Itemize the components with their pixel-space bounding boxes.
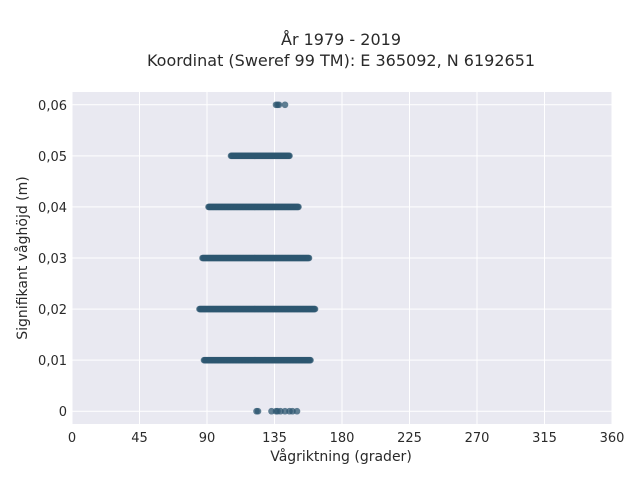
data-point <box>286 152 293 160</box>
x-tick-label: 135 <box>262 431 287 446</box>
x-tick-label: 270 <box>465 431 490 446</box>
x-tick-label: 360 <box>600 431 625 446</box>
data-point <box>293 407 301 415</box>
chart-title-line2: Koordinat (Sweref 99 TM): E 365092, N 61… <box>147 51 535 70</box>
chart-title-line1: År 1979 - 2019 <box>281 30 401 49</box>
x-tick-label: 315 <box>532 431 557 446</box>
data-point <box>311 305 319 313</box>
y-tick-label: 0 <box>59 405 67 420</box>
grid-lines <box>71 92 613 424</box>
data-point <box>254 407 262 415</box>
point-band <box>272 101 289 109</box>
data-point <box>281 101 289 109</box>
y-tick-label: 0,04 <box>38 201 67 216</box>
x-tick-label: 225 <box>397 431 422 446</box>
x-axis-ticks: 0 45 90 135 180 225 270 315 360 <box>68 431 625 446</box>
y-tick-label: 0,06 <box>38 99 67 114</box>
point-band <box>196 305 319 313</box>
data-point <box>275 101 283 109</box>
data-point <box>307 356 314 364</box>
point-band <box>227 152 293 160</box>
y-axis-ticks: 0 0,01 0,02 0,03 0,04 0,05 0,06 <box>38 99 67 420</box>
data-points <box>196 101 319 415</box>
y-tick-label: 0,02 <box>38 303 67 318</box>
x-axis-label: Vågriktning (grader) <box>270 448 412 465</box>
x-tick-label: 90 <box>199 431 216 446</box>
x-tick-label: 0 <box>68 431 76 446</box>
y-axis-label: Signifikant våghöjd (m) <box>14 176 31 339</box>
y-tick-label: 0,01 <box>38 354 67 369</box>
point-band <box>200 356 314 364</box>
x-tick-label: 180 <box>330 431 355 446</box>
y-tick-label: 0,05 <box>38 150 67 165</box>
point-band <box>205 203 302 211</box>
data-point <box>305 254 313 262</box>
point-band <box>253 407 301 415</box>
data-point <box>295 203 302 211</box>
x-tick-label: 45 <box>131 431 148 446</box>
y-tick-label: 0,03 <box>38 252 67 267</box>
point-band <box>199 254 313 262</box>
